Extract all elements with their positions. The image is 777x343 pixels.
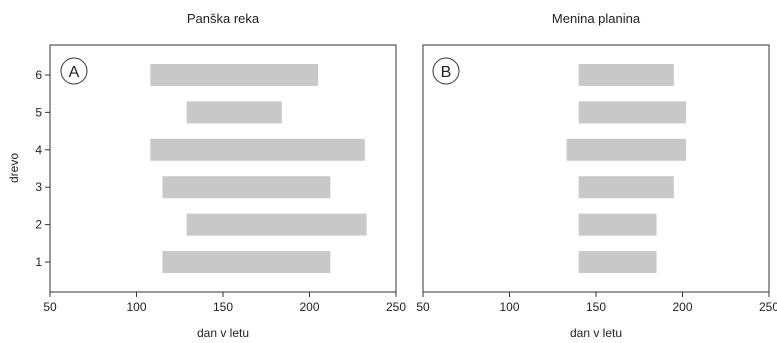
panel-b-xtick-label: 200 — [672, 300, 692, 314]
panel-a-ytick-label: 6 — [35, 68, 42, 82]
panel-a-xtick-label: 250 — [386, 300, 406, 314]
panel-a-xlabel: dan v letu — [197, 326, 249, 340]
panel-b-xtick-label: 100 — [499, 300, 519, 314]
panel-b-bar-3 — [578, 176, 674, 199]
panel-a-label-circle — [60, 57, 88, 85]
panel-b-bar-4 — [566, 138, 686, 161]
panel-b-bar-1 — [578, 251, 657, 274]
panel-b-bar-2 — [578, 213, 657, 236]
panel-a-label: A — [69, 64, 80, 81]
panel-b: Menina planina 50 100 150 200 250 dan v letu… — [416, 11, 777, 340]
panel-a-xtick-label: 150 — [213, 300, 233, 314]
panel-a-ylabel: drevo — [7, 153, 21, 183]
panel-b-xtick-label: 50 — [416, 300, 430, 314]
panel-b-xticks: 50 100 150 200 250 — [416, 292, 777, 314]
panel-a-xtick-label: 50 — [43, 300, 57, 314]
panel-a-bar-4 — [150, 138, 365, 161]
panel-b-bar-6 — [578, 63, 674, 86]
panel-a-yticks: 1 2 3 4 5 6 — [35, 68, 50, 269]
panel-b-xtick-label: 150 — [586, 300, 606, 314]
panel-a-xticks: 50 100 150 200 250 — [43, 292, 406, 314]
panel-a-bar-3 — [162, 176, 331, 199]
panel-a-bar-1 — [162, 251, 331, 274]
panel-a-bar-2 — [186, 213, 367, 236]
panel-b-xtick-label: 250 — [759, 300, 777, 314]
panel-b-bars — [566, 63, 686, 274]
panel-a-bar-5 — [186, 101, 282, 124]
panel-b-xlabel: dan v letu — [570, 326, 622, 340]
panel-b-bar-5 — [578, 101, 686, 124]
panel-a-ytick-label: 3 — [35, 180, 42, 194]
panel-a-xtick-label: 100 — [126, 300, 146, 314]
panel-b-label: B — [441, 64, 452, 81]
panel-a-ytick-label: 2 — [35, 218, 42, 232]
panel-a-xtick-label: 200 — [299, 300, 319, 314]
panel-a-bars — [150, 63, 367, 274]
panel-b-title: Menina planina — [552, 11, 641, 26]
panel-a-ytick-label: 1 — [35, 255, 42, 269]
panel-a-bar-6 — [150, 63, 319, 86]
panel-a-title: Panška reka — [187, 11, 260, 26]
panel-a-ytick-label: 4 — [35, 143, 42, 157]
panel-b-label-circle — [432, 57, 460, 85]
panel-a-ytick-label: 5 — [35, 105, 42, 119]
